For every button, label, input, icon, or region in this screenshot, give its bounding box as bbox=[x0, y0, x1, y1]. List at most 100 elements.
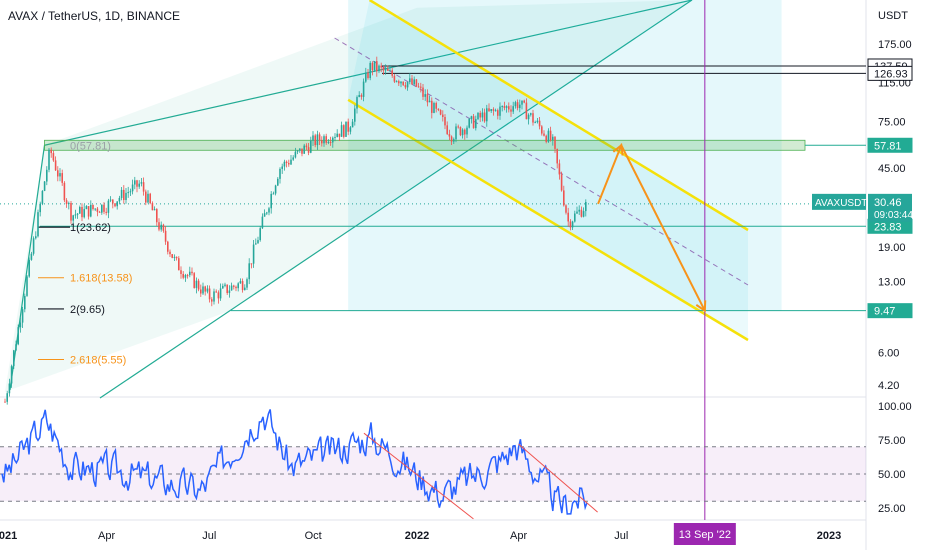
date-marker-badge-label: 13 Sep '22 bbox=[679, 529, 731, 541]
time-axis-tick[interactable]: Apr bbox=[98, 530, 115, 542]
candle-body bbox=[259, 228, 261, 241]
candle-body bbox=[404, 85, 407, 88]
time-axis-tick[interactable]: 2022 bbox=[405, 530, 429, 542]
candle-body bbox=[131, 184, 134, 192]
candle-body bbox=[70, 202, 72, 221]
candle-body bbox=[536, 120, 539, 123]
price-badge-label: 9.47 bbox=[874, 306, 895, 318]
candle-body bbox=[230, 285, 233, 291]
candle-body bbox=[61, 173, 63, 183]
candle-body bbox=[424, 94, 426, 97]
candle-body bbox=[164, 230, 167, 242]
rsi-axis-tick[interactable]: 75.00 bbox=[878, 435, 906, 447]
chart-title: AVAX / TetherUS, 1D, BINANCE bbox=[8, 9, 180, 23]
current-price-badge-bg bbox=[868, 193, 912, 222]
time-axis-tick[interactable]: 2021 bbox=[0, 530, 17, 542]
candle-body bbox=[266, 212, 268, 214]
candle-body bbox=[560, 174, 563, 191]
candle-body bbox=[283, 161, 286, 167]
price-badge: 9.47 bbox=[867, 303, 913, 319]
candle-body bbox=[215, 291, 217, 293]
candle-body bbox=[153, 209, 156, 211]
candle-body bbox=[109, 199, 112, 201]
candle-body bbox=[512, 106, 514, 112]
price-axis-tick[interactable]: 45.00 bbox=[878, 163, 906, 175]
candle-body bbox=[285, 161, 288, 164]
rsi-axis-tick[interactable]: 50.00 bbox=[878, 469, 906, 481]
candle-body bbox=[19, 322, 22, 328]
price-axis-tick[interactable]: 75.00 bbox=[878, 116, 906, 128]
rsi-trendline-2 bbox=[518, 443, 598, 513]
candle-body bbox=[191, 271, 193, 274]
time-axis-tick[interactable]: Jul bbox=[202, 530, 216, 542]
price-axis-tick[interactable]: 4.20 bbox=[878, 380, 899, 392]
candle-body bbox=[305, 145, 308, 148]
time-axis-tick[interactable]: 2023 bbox=[817, 530, 841, 542]
candle-body bbox=[497, 110, 499, 116]
rsi-axis-tick[interactable]: 100.00 bbox=[878, 401, 912, 413]
candle-body bbox=[431, 100, 433, 113]
price-axis-tick[interactable]: 6.00 bbox=[878, 347, 899, 359]
candle-body bbox=[107, 200, 110, 213]
price-badge: 23.83 bbox=[867, 218, 913, 234]
candle-body bbox=[576, 211, 578, 214]
candle-body bbox=[406, 82, 409, 88]
candle-body bbox=[503, 106, 506, 108]
price-badge-bg bbox=[867, 65, 913, 81]
candle-body bbox=[389, 70, 391, 72]
price-axis-tick[interactable]: 13.00 bbox=[878, 277, 906, 289]
candle-body bbox=[299, 148, 301, 151]
candle-body bbox=[435, 103, 437, 109]
candle-body bbox=[270, 193, 272, 209]
candle-body bbox=[543, 133, 545, 136]
candle-body bbox=[13, 350, 15, 367]
candle-body bbox=[296, 150, 299, 152]
candle-body bbox=[413, 79, 415, 85]
candle-body bbox=[519, 104, 521, 109]
candle-body bbox=[492, 109, 495, 111]
candle-body bbox=[202, 286, 204, 294]
fib-label: 2(9.65) bbox=[70, 304, 105, 316]
rsi-axis-tick[interactable]: 25.00 bbox=[878, 503, 906, 515]
candle-body bbox=[450, 136, 453, 142]
candle-body bbox=[382, 67, 385, 71]
candle-body bbox=[175, 256, 178, 259]
time-axis-tick[interactable]: Jul bbox=[614, 530, 628, 542]
candle-body bbox=[142, 182, 145, 192]
candlestick-series bbox=[4, 56, 587, 405]
candle-body bbox=[15, 344, 17, 351]
candle-body bbox=[255, 243, 257, 245]
price-axis-tick[interactable]: 175.00 bbox=[878, 39, 912, 51]
fib-label: 2.618(5.55) bbox=[70, 355, 126, 367]
candle-body bbox=[323, 136, 325, 144]
candle-body bbox=[50, 149, 52, 154]
candle-body bbox=[437, 108, 440, 110]
candle-body bbox=[345, 121, 347, 137]
candle-body bbox=[483, 112, 486, 122]
candle-body bbox=[422, 87, 424, 97]
candle-body bbox=[149, 193, 151, 204]
candle-body bbox=[582, 211, 585, 217]
candle-body bbox=[508, 106, 510, 110]
time-axis-tick[interactable]: Oct bbox=[305, 530, 322, 542]
candle-body bbox=[134, 180, 136, 185]
channel-upper-line bbox=[368, 0, 749, 232]
price-axis-tick[interactable]: 19.00 bbox=[878, 242, 906, 254]
time-axis-tick[interactable]: Apr bbox=[510, 530, 527, 542]
candle-body bbox=[338, 133, 341, 137]
price-badge-label: 57.81 bbox=[874, 140, 902, 152]
candle-body bbox=[136, 180, 138, 187]
candle-body bbox=[565, 205, 567, 213]
candle-body bbox=[444, 117, 446, 126]
price-badges: 137.59126.9357.8123.839.47AVAXUSDT30.460… bbox=[812, 58, 913, 319]
candle-body bbox=[206, 288, 209, 292]
candle-body bbox=[94, 208, 96, 210]
drawing-tools[interactable] bbox=[0, 0, 866, 520]
time-axis[interactable]: 2021AprJulOct2022AprJulOct202313 Sep '22 bbox=[0, 523, 841, 545]
candle-body bbox=[92, 204, 94, 210]
candle-body bbox=[162, 224, 165, 231]
candle-body bbox=[514, 102, 517, 107]
fib-label: 1(23.62) bbox=[70, 222, 111, 234]
price-axis[interactable]: 175.00115.0075.0045.0019.0013.006.004.20… bbox=[878, 39, 912, 515]
